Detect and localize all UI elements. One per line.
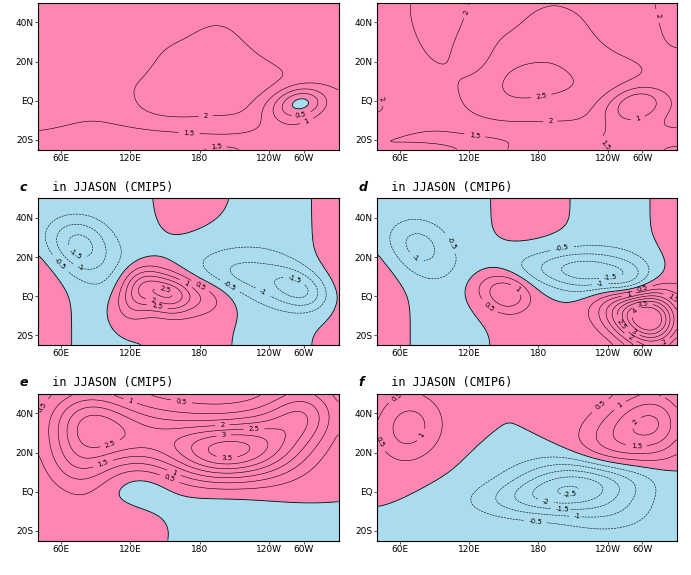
Text: 2: 2 — [150, 297, 155, 304]
Text: 2.5: 2.5 — [159, 285, 171, 294]
Text: 1: 1 — [303, 118, 310, 125]
Text: 1: 1 — [418, 432, 426, 439]
Text: 2: 2 — [548, 118, 553, 124]
Text: 2: 2 — [627, 334, 634, 342]
Text: 3: 3 — [630, 328, 637, 335]
Text: in JJASON (CMIP5): in JJASON (CMIP5) — [38, 377, 173, 389]
Text: -1: -1 — [596, 281, 604, 288]
Text: 0.5: 0.5 — [375, 436, 385, 449]
Text: 2: 2 — [654, 13, 661, 19]
Text: -1: -1 — [411, 254, 420, 262]
Text: 0.5: 0.5 — [594, 400, 607, 411]
Text: 1: 1 — [513, 285, 521, 293]
Text: c: c — [20, 181, 28, 194]
Text: 1: 1 — [626, 291, 632, 298]
Text: 1: 1 — [182, 279, 189, 287]
Text: -1.5: -1.5 — [287, 274, 302, 284]
Text: 1: 1 — [635, 115, 641, 122]
Text: 3.5: 3.5 — [221, 455, 232, 461]
Text: in JJASON (CMIP6): in JJASON (CMIP6) — [377, 377, 512, 389]
Text: 1.5: 1.5 — [469, 132, 481, 139]
Text: 1.5: 1.5 — [151, 302, 163, 310]
Text: 1.5: 1.5 — [666, 293, 679, 304]
Text: -1.5: -1.5 — [68, 247, 83, 260]
Text: 1: 1 — [127, 397, 133, 405]
Text: in JJASON (CMIP6): in JJASON (CMIP6) — [377, 181, 512, 194]
Text: 4: 4 — [632, 307, 638, 315]
Text: 2.5: 2.5 — [249, 426, 260, 432]
Text: 2: 2 — [220, 422, 225, 428]
Text: 2: 2 — [661, 338, 668, 346]
Text: 3: 3 — [221, 432, 226, 439]
Text: -0.5: -0.5 — [223, 280, 237, 292]
Text: 1: 1 — [171, 469, 177, 477]
Text: 0.5: 0.5 — [36, 401, 48, 413]
Text: 0.5: 0.5 — [176, 398, 187, 405]
Text: -0.5: -0.5 — [446, 235, 457, 250]
Text: -1: -1 — [574, 513, 581, 520]
Text: 0.5: 0.5 — [194, 281, 207, 291]
Text: 0.5: 0.5 — [295, 112, 307, 119]
Text: d: d — [359, 181, 368, 194]
Text: 1.5: 1.5 — [211, 143, 222, 150]
Text: 1.5: 1.5 — [183, 130, 195, 136]
Text: -0.5: -0.5 — [555, 244, 569, 252]
Text: -0.5: -0.5 — [53, 256, 66, 271]
Text: 2: 2 — [463, 9, 470, 15]
Text: 0.5: 0.5 — [636, 285, 649, 293]
Text: 1.5: 1.5 — [97, 459, 109, 469]
Text: 3.5: 3.5 — [636, 301, 648, 308]
Text: 2: 2 — [378, 96, 386, 102]
Text: -1.5: -1.5 — [604, 274, 618, 281]
Text: in JJASON (CMIP5): in JJASON (CMIP5) — [38, 181, 173, 194]
Text: 0.5: 0.5 — [391, 391, 404, 402]
Text: 2: 2 — [203, 113, 208, 119]
Text: 2: 2 — [632, 419, 639, 426]
Text: 2.5: 2.5 — [104, 439, 117, 448]
Text: e: e — [20, 377, 28, 389]
Text: 0.5: 0.5 — [163, 474, 176, 484]
Text: 0.5: 0.5 — [482, 301, 495, 312]
Text: 1: 1 — [655, 390, 663, 398]
Text: f: f — [359, 377, 364, 389]
Text: -1: -1 — [258, 288, 267, 296]
Text: 1: 1 — [616, 402, 623, 409]
Text: 2.5: 2.5 — [536, 93, 547, 100]
Text: -2: -2 — [542, 498, 550, 505]
Text: -0.5: -0.5 — [528, 518, 542, 525]
Text: -1: -1 — [76, 263, 85, 272]
Text: -1.5: -1.5 — [556, 506, 569, 512]
Text: 1.5: 1.5 — [600, 139, 612, 151]
Text: 2.5: 2.5 — [616, 319, 627, 331]
Text: -2.5: -2.5 — [563, 490, 577, 498]
Text: 1.5: 1.5 — [631, 443, 642, 449]
